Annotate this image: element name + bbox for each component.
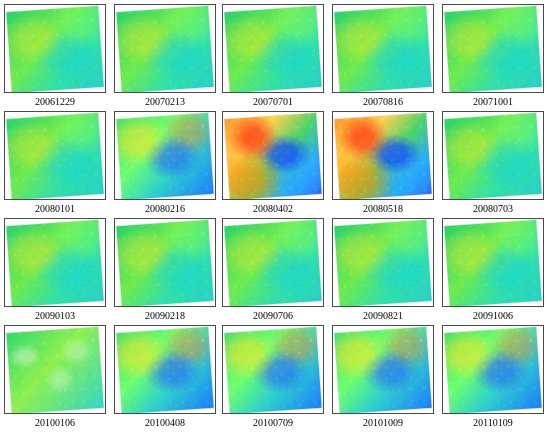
tile-date-label: 20090103 [35,311,75,322]
tile-date-label: 20110109 [473,418,513,429]
map-tile [114,325,216,414]
map-tile [332,4,434,93]
tile-date-label: 20100106 [35,418,75,429]
map-tile [442,218,544,307]
map-tile [114,111,216,200]
map-tile [332,111,434,200]
interferogram-image [333,326,433,413]
tile-date-label: 20080703 [473,204,513,215]
tile-date-label: 20100709 [253,418,293,429]
interferogram-image [443,5,543,92]
map-tile [4,111,106,200]
interferogram-image [443,326,543,413]
interferogram-image [223,326,323,413]
tile-date-label: 20080216 [145,204,185,215]
map-tile [222,4,324,93]
tile-date-label: 20080101 [35,204,75,215]
tile-date-label: 20090706 [253,311,293,322]
tile-date-label: 20100408 [145,418,185,429]
map-tile [332,325,434,414]
map-tile [442,4,544,93]
tile-date-label: 20070213 [145,97,185,108]
interferogram-image [223,112,323,199]
map-tile [114,4,216,93]
interferogram-image [223,5,323,92]
map-tile [114,218,216,307]
interferogram-image [223,219,323,306]
tile-date-label: 20061229 [35,97,75,108]
tile-date-label: 20101009 [363,418,403,429]
interferogram-image [443,219,543,306]
interferogram-image [5,112,105,199]
interferogram-image [5,5,105,92]
map-tile [442,111,544,200]
interferogram-image [115,219,215,306]
tile-date-label: 20091006 [473,311,513,322]
map-tile [332,218,434,307]
map-tile [222,325,324,414]
tile-date-label: 20090821 [363,311,403,322]
interferogram-image [333,219,433,306]
interferogram-image [115,5,215,92]
tile-date-label: 20070816 [363,97,403,108]
map-tile [4,325,106,414]
map-tile [222,218,324,307]
interferogram-image [115,112,215,199]
tile-date-label: 20080402 [253,204,293,215]
interferogram-image [333,5,433,92]
tile-date-label: 20090218 [145,311,185,322]
interferogram-image [5,219,105,306]
interferogram-image [5,326,105,413]
interferogram-image [333,112,433,199]
tile-date-label: 20070701 [253,97,293,108]
map-tile [4,218,106,307]
map-tile [222,111,324,200]
map-tile [442,325,544,414]
interferogram-image [115,326,215,413]
tile-date-label: 20071001 [473,97,513,108]
map-tile [4,4,106,93]
interferogram-image [443,112,543,199]
tile-date-label: 20080518 [363,204,403,215]
